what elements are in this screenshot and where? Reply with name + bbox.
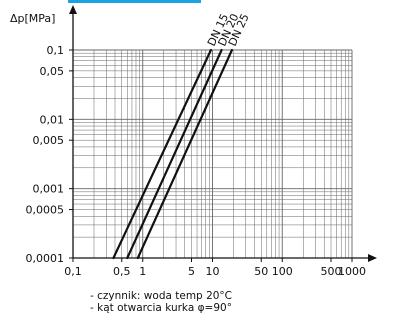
y-tick-label: 0,0001 [26,252,65,265]
series-line-3 [136,48,234,260]
series-line-1 [112,48,213,260]
chart-grid [72,49,353,259]
y-tick-label: 0,01 [40,113,65,126]
y-tick-label: 0,001 [33,183,65,196]
series-line-2 [126,48,223,260]
y-axis-label: Δp[MPa] [10,12,55,25]
y-tick-label: 0,0005 [26,204,65,217]
chart-notes: - czynnik: woda temp 20°C - kąt otwarcia… [90,290,232,314]
x-tick-label: 0,1 [64,265,82,278]
y-tick-label: 0,05 [40,65,65,78]
x-tick-label: 500 [321,265,342,278]
x-tick-label: 1000 [338,265,366,278]
x-tick-label: 10 [206,265,220,278]
x-tick-label: 100 [272,265,293,278]
y-axis-arrow [69,5,77,14]
y-tick-label: 0,005 [33,134,65,147]
x-tick-label: 5 [188,265,195,278]
note-medium: - czynnik: woda temp 20°C [90,290,233,302]
y-tick-label: 0,1 [47,44,65,57]
chart-axes [69,5,377,262]
note-valve-angle: - kąt otwarcia kurka φ=90° [90,302,232,314]
x-tick-label: 50 [254,265,268,278]
x-tick-label: 0,5 [113,265,131,278]
header-accent-bar [68,0,201,3]
x-tick-label: 1 [139,265,146,278]
x-axis-arrow [368,254,377,262]
